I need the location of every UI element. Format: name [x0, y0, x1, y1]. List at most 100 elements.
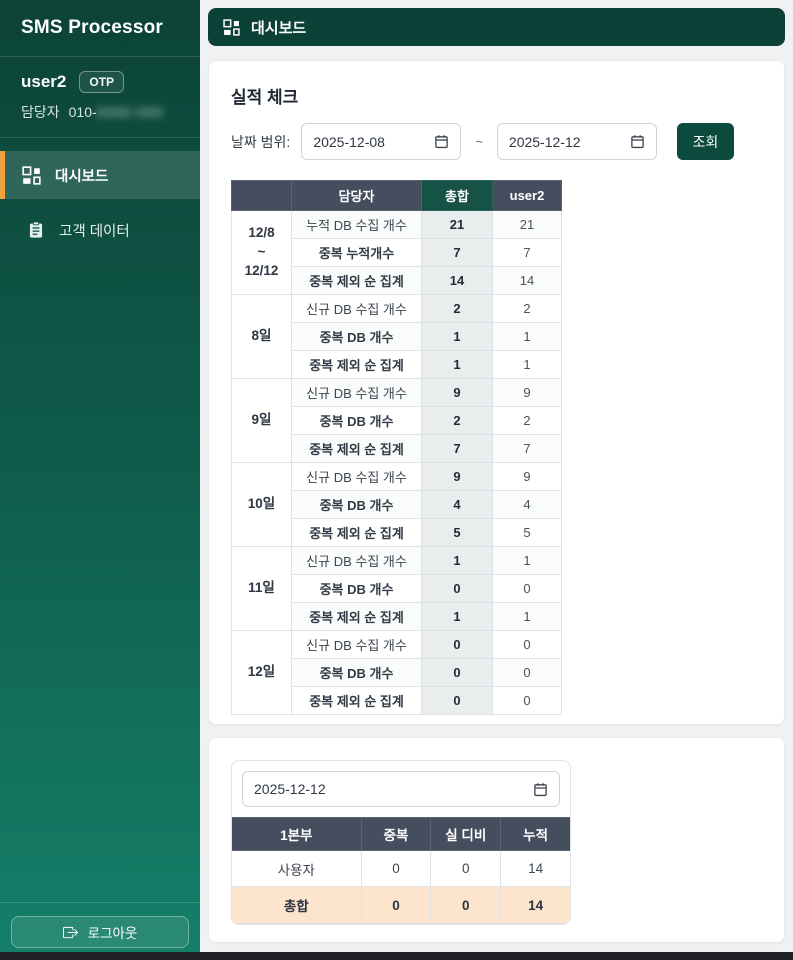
user-value: 4 — [492, 490, 562, 519]
metric-label: 누적 DB 수집 개수 — [291, 210, 422, 239]
main-content: 대시보드 실적 체크 날짜 범위: 2025-12-08 ~ 2025-12- — [200, 0, 793, 960]
clipboard-icon — [27, 221, 45, 239]
metric-label: 신규 DB 수집 개수 — [291, 294, 422, 323]
header-user2: user2 — [492, 180, 562, 211]
user-value: 0 — [492, 658, 562, 687]
table-row: 중복 누적개수 7 7 — [232, 238, 562, 267]
sidebar-item-dashboard[interactable]: 대시보드 — [0, 151, 200, 199]
total-value: 9 — [421, 378, 493, 407]
metric-label: 신규 DB 수집 개수 — [291, 378, 422, 407]
sidebar: SMS Processor user2 OTP 담당자 010-0000-000 — [0, 0, 200, 960]
user-value: 0 — [492, 574, 562, 603]
daily-summary-card: 2025-12-12 1본부 중 — [208, 737, 785, 943]
total-value: 1 — [421, 322, 493, 351]
phone-prefix: 010- — [68, 104, 97, 120]
table-row: 사용자 0 0 14 — [232, 850, 570, 887]
header-cumulative: 누적 — [500, 817, 570, 851]
table-row: 10일 신규 DB 수집 개수 9 9 — [231, 462, 562, 547]
table-row: 중복 제외 순 집계 1 1 — [232, 602, 562, 631]
user-value: 0 — [492, 630, 562, 659]
sidebar-nav: 대시보드 고객 데이터 — [0, 151, 200, 254]
table-row: 중복 제외 순 집계 5 5 — [232, 518, 562, 547]
total-value: 4 — [421, 490, 493, 519]
total-value: 2 — [421, 294, 493, 323]
metric-label: 신규 DB 수집 개수 — [291, 546, 422, 575]
table-row: 11일 신규 DB 수집 개수 1 1 — [231, 546, 562, 631]
header-duplicate: 중복 — [360, 817, 432, 851]
metric-label: 중복 누적개수 — [291, 238, 422, 267]
metric-label: 중복 DB 개수 — [291, 406, 422, 435]
header-empty — [231, 180, 292, 211]
metric-label: 중복 DB 개수 — [291, 490, 422, 519]
metric-label: 중복 제외 순 집계 — [291, 350, 422, 379]
table-row: 중복 DB 개수 4 4 — [232, 490, 562, 519]
user-value: 1 — [492, 546, 562, 575]
table-row: 중복 제외 순 집계 0 0 — [232, 686, 562, 715]
table-total-row: 총합 0 0 14 — [232, 886, 570, 924]
total-value: 0 — [421, 658, 493, 687]
metric-label: 중복 DB 개수 — [291, 658, 422, 687]
metric-label: 중복 제외 순 집계 — [291, 518, 422, 547]
logout-button[interactable]: 로그아웃 — [11, 916, 189, 948]
total-value: 14 — [421, 266, 493, 295]
total-value: 1 — [421, 602, 493, 631]
phone-number-blurred: 0000-000 — [96, 104, 164, 120]
total-value: 2 — [421, 406, 493, 435]
total-value: 1 — [421, 546, 493, 575]
daily-summary-box: 2025-12-12 1본부 중 — [231, 760, 571, 925]
total-value: 1 — [421, 350, 493, 379]
user-value: 2 — [492, 294, 562, 323]
user-value: 1 — [492, 602, 562, 631]
user-value: 9 — [492, 378, 562, 407]
user-value: 2 — [492, 406, 562, 435]
total-value: 7 — [421, 238, 493, 267]
day-cell: 10일 — [231, 462, 292, 547]
total-value: 5 — [421, 518, 493, 547]
calendar-icon[interactable] — [630, 134, 645, 149]
row-label: 사용자 — [232, 850, 362, 887]
table-row: 중복 제외 순 집계 14 14 — [232, 266, 562, 295]
user-block: user2 OTP 담당자 010-0000-000 — [0, 57, 200, 138]
total-value: 0 — [421, 630, 493, 659]
day-cell: 11일 — [231, 546, 292, 631]
header-manager: 담당자 — [291, 180, 422, 211]
table-row: 12일 신규 DB 수집 개수 0 0 — [231, 630, 562, 715]
day-cell: 9일 — [231, 378, 292, 463]
search-button[interactable]: 조회 — [676, 123, 734, 160]
header-division: 1본부 — [232, 817, 362, 851]
sidebar-item-label: 대시보드 — [55, 168, 109, 185]
day-cell: 8일 — [231, 294, 292, 379]
date-to-input[interactable]: 2025-12-12 — [496, 123, 657, 160]
table-row: 중복 제외 순 집계 7 7 — [232, 434, 562, 463]
user-value: 5 — [492, 518, 562, 547]
performance-card: 실적 체크 날짜 범위: 2025-12-08 ~ 2025-12-12 — [208, 60, 785, 725]
dashboard-grid-icon — [22, 165, 41, 185]
user-value: 7 — [492, 434, 562, 463]
metric-label: 중복 DB 개수 — [291, 322, 422, 351]
table-row: 중복 DB 개수 1 1 — [232, 322, 562, 351]
total-value: 7 — [421, 434, 493, 463]
performance-table: 담당자 총합 user2 12/8 ~ 12/12 누적 DB 수집 개수 21… — [231, 180, 562, 715]
user-value: 7 — [492, 238, 562, 267]
user-value: 1 — [492, 350, 562, 379]
duplicate-value: 0 — [360, 850, 432, 887]
real-db-value: 0 — [430, 850, 502, 887]
user-value: 1 — [492, 322, 562, 351]
metric-label: 신규 DB 수집 개수 — [291, 462, 422, 491]
date-from-input[interactable]: 2025-12-08 — [301, 123, 462, 160]
metric-label: 중복 제외 순 집계 — [291, 434, 422, 463]
user-value: 9 — [492, 462, 562, 491]
total-value: 21 — [421, 210, 493, 239]
calendar-icon[interactable] — [434, 134, 449, 149]
metric-label: 중복 제외 순 집계 — [291, 266, 422, 295]
page-title: 대시보드 — [251, 19, 307, 37]
total-value: 9 — [421, 462, 493, 491]
logout-label: 로그아웃 — [87, 926, 138, 941]
calendar-icon[interactable] — [533, 782, 548, 797]
daily-date-input[interactable]: 2025-12-12 — [242, 771, 560, 807]
user-name: user2 — [21, 72, 67, 91]
cumulative-value: 14 — [500, 850, 570, 887]
daily-date-value: 2025-12-12 — [254, 781, 326, 797]
page-header: 대시보드 — [208, 8, 785, 46]
sidebar-item-customer-data[interactable]: 고객 데이터 — [0, 206, 200, 254]
